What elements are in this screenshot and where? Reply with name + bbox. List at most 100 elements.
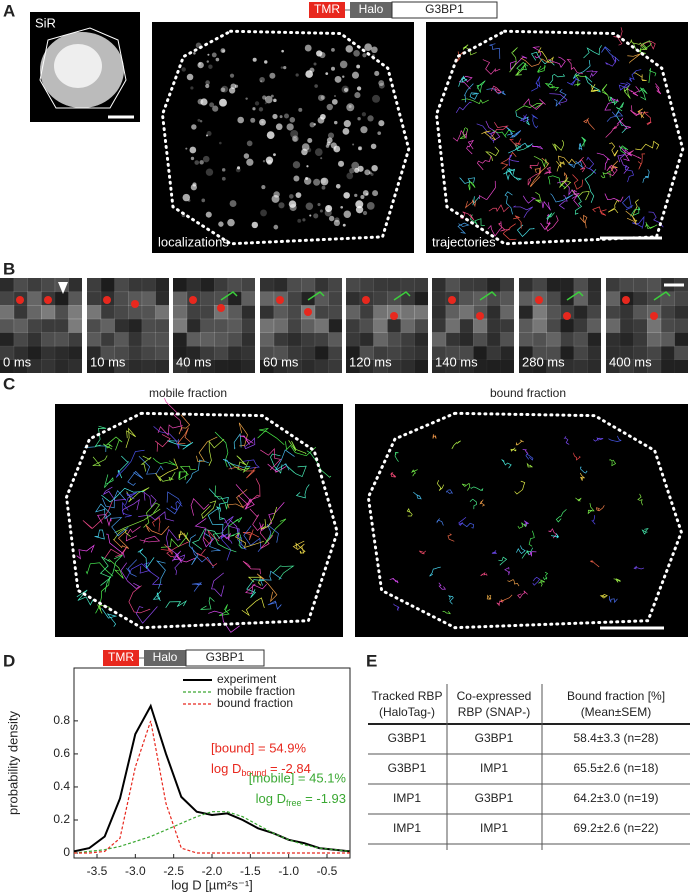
localization-spot xyxy=(341,85,350,94)
trajectory xyxy=(442,610,451,615)
trajectory xyxy=(274,449,295,471)
trajectory xyxy=(459,127,469,140)
trajectory xyxy=(170,500,183,511)
construct-text: G3BP1 xyxy=(206,650,245,664)
trajectory xyxy=(117,455,130,479)
trajectory xyxy=(126,559,138,577)
pixel xyxy=(660,291,675,306)
pixel xyxy=(573,345,588,360)
trajectory xyxy=(233,433,242,450)
pixel xyxy=(186,278,201,293)
localization-spot xyxy=(320,95,326,100)
frame-image xyxy=(87,278,169,373)
trajectory xyxy=(178,414,191,435)
pixel xyxy=(260,345,275,360)
pixel xyxy=(128,359,143,374)
pixel xyxy=(359,278,374,293)
pixel xyxy=(532,318,547,333)
trajectory xyxy=(502,223,517,241)
pixel xyxy=(546,318,561,333)
pixel xyxy=(400,305,415,320)
localization-spot xyxy=(313,178,321,186)
trajectory xyxy=(574,195,583,215)
trajectory xyxy=(627,53,641,64)
trajectory xyxy=(648,68,657,83)
localization-spot xyxy=(271,194,280,203)
localization-spot xyxy=(260,80,263,83)
trajectory xyxy=(601,84,610,102)
trajectory xyxy=(219,604,231,616)
trajectory xyxy=(605,124,620,138)
trajectory xyxy=(104,554,123,593)
pixel xyxy=(587,332,602,347)
trajectory xyxy=(544,82,560,91)
pixel xyxy=(13,278,28,293)
construct-text: TMR xyxy=(108,650,134,664)
pixel xyxy=(432,305,447,320)
series-line xyxy=(73,811,351,854)
trajectory xyxy=(514,480,526,495)
trajectory xyxy=(128,585,151,614)
frame-image xyxy=(432,278,514,373)
trajectory xyxy=(552,139,564,151)
pixel xyxy=(214,278,229,293)
pixel xyxy=(314,332,329,347)
trajectory xyxy=(164,397,183,431)
localization-spot xyxy=(258,107,264,112)
localization-spot xyxy=(301,148,308,156)
trajectory xyxy=(394,451,399,462)
trajectory xyxy=(152,590,162,601)
annotation-part: log D xyxy=(256,791,286,806)
pixel xyxy=(445,278,460,293)
trajectory xyxy=(562,171,568,183)
trajectory xyxy=(246,579,265,599)
legend-label: bound fraction xyxy=(217,696,293,710)
frame-image xyxy=(519,278,601,373)
pixel xyxy=(260,278,275,293)
pixel xyxy=(500,291,515,306)
trajectory xyxy=(625,86,640,97)
trajectory xyxy=(498,222,510,232)
trajectory xyxy=(178,465,196,481)
pixel xyxy=(54,345,69,360)
localization-spot xyxy=(292,161,301,169)
trajectory xyxy=(113,528,131,541)
pixel xyxy=(573,359,588,374)
pixel xyxy=(414,359,429,374)
pixel xyxy=(100,305,115,320)
table-cell: IMP1 xyxy=(393,791,421,805)
trajectory xyxy=(556,180,578,199)
legend-label: experiment xyxy=(217,672,277,686)
pixel xyxy=(573,278,588,293)
track xyxy=(393,291,411,301)
trajectory xyxy=(438,582,447,590)
pixel xyxy=(359,318,374,333)
trajectory xyxy=(264,518,287,545)
trajectory xyxy=(470,214,485,226)
trajectory xyxy=(172,550,182,562)
pixel xyxy=(155,318,170,333)
table-cell: G3BP1 xyxy=(475,791,514,805)
pixel xyxy=(260,332,275,347)
localization-spot xyxy=(186,73,194,81)
trajectory xyxy=(389,577,399,584)
x-tick-label: -2.0 xyxy=(202,864,223,878)
localization-spot xyxy=(272,113,278,120)
trajectory xyxy=(462,522,475,529)
localization-spot xyxy=(192,182,197,187)
localization-spot xyxy=(314,84,318,88)
trajectory xyxy=(458,516,467,527)
pixel xyxy=(155,305,170,320)
pixel xyxy=(173,291,188,306)
localization-spot xyxy=(254,101,260,106)
trajectory xyxy=(260,506,278,530)
trajectory xyxy=(591,515,596,525)
localization-spot xyxy=(199,160,204,165)
pixel xyxy=(100,345,115,360)
pixel xyxy=(587,359,602,374)
localization-spot xyxy=(320,177,329,186)
pixel xyxy=(100,359,115,374)
localization-spot xyxy=(378,82,385,89)
trajectory xyxy=(616,117,631,130)
construct-text: Halo xyxy=(359,2,384,16)
